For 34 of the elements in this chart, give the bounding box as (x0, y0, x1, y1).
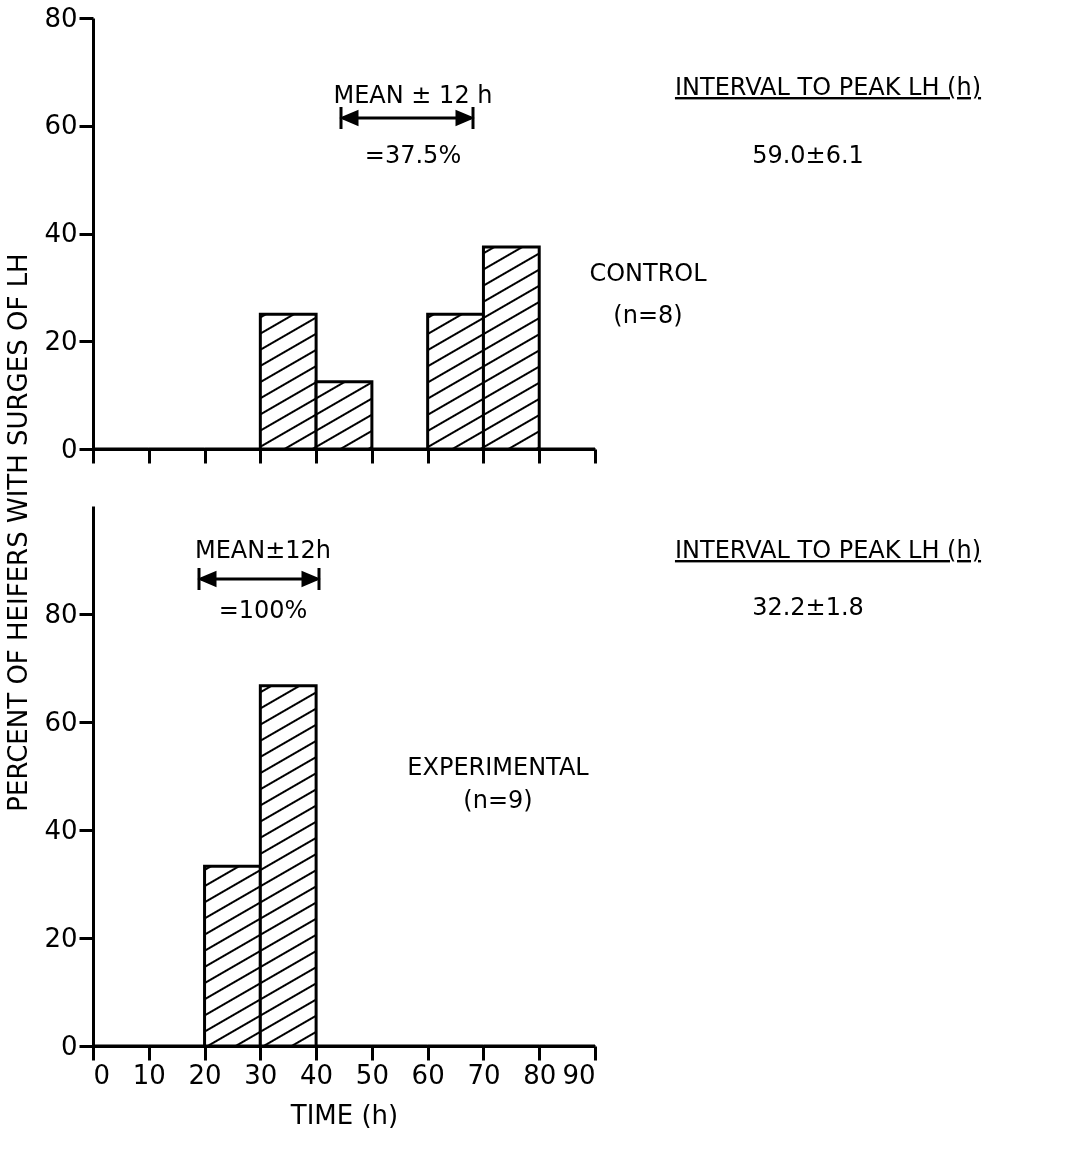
y-tick-label: 80 (44, 2, 78, 33)
text: 32.2±1.8 (752, 593, 864, 621)
x-tick-label: 20 (188, 1059, 222, 1090)
x-tick-label: 50 (355, 1059, 389, 1090)
annotation: (n=9) (463, 786, 533, 814)
x-tick-label: 10 (132, 1059, 166, 1090)
y-tick-label: 60 (44, 110, 78, 141)
text: (n=8) (613, 301, 683, 329)
annotation: MEAN±12h (194, 536, 332, 564)
text: INTERVAL TO PEAK LH (h) (674, 73, 982, 101)
x-tick-label: 0 (93, 1059, 111, 1090)
x-tick-label: 60 (411, 1059, 445, 1090)
x-tick-label: 70 (467, 1059, 501, 1090)
y-tick-label: 20 (44, 325, 78, 356)
y-tick-label: 80 (44, 598, 78, 629)
y-tick-label: 20 (44, 922, 78, 953)
annotation: =100% (218, 596, 308, 624)
y-tick-label: 60 (44, 706, 78, 737)
y-tick-label: 40 (44, 218, 78, 248)
y-tick-label: 40 (44, 814, 78, 845)
text: 59.0±6.1 (752, 141, 864, 169)
annotation: EXPERIMENTAL (407, 753, 590, 781)
x-tick-label: 90 (562, 1059, 596, 1090)
y-axis-title: PERCENT OF HEIFERS WITH SURGES OF LH (2, 253, 33, 812)
y-tick-label: 0 (60, 1030, 78, 1061)
annotation: MEAN ± 12 h (333, 81, 493, 109)
text: INTERVAL TO PEAK LH (h) (674, 536, 982, 564)
x-tick-label: 80 (523, 1059, 557, 1090)
annotation: CONTROL (589, 259, 708, 287)
x-axis-title: TIME (h) (289, 1099, 399, 1130)
x-tick-label: 30 (244, 1059, 278, 1090)
annotation: =37.5% (364, 141, 462, 169)
y-tick-label: 0 (60, 433, 78, 464)
x-tick-label: 40 (300, 1059, 334, 1090)
